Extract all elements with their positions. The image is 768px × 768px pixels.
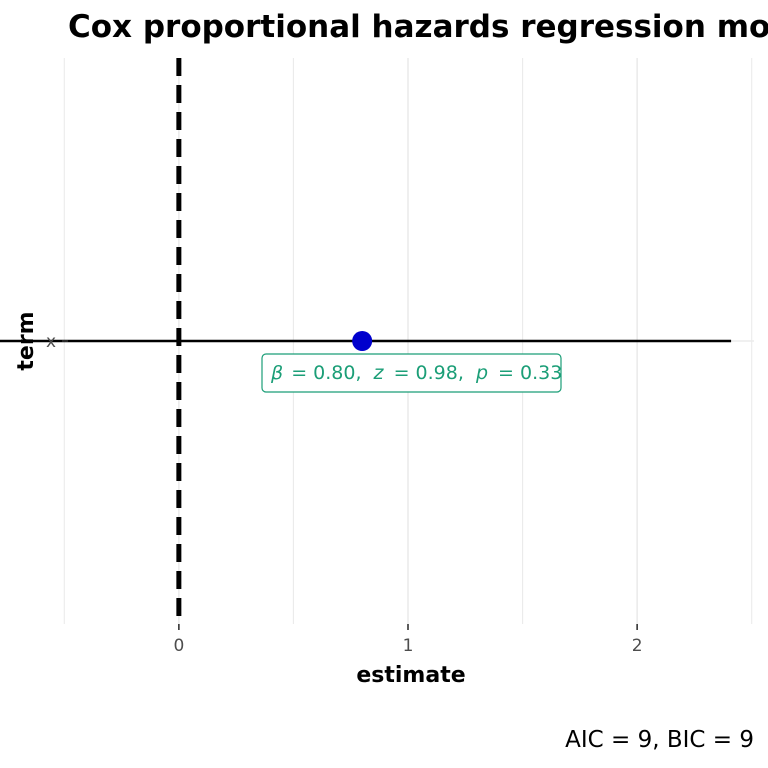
y-axis-ticks: x xyxy=(46,332,68,352)
x-tick-label: 2 xyxy=(632,636,643,656)
y-tick-label: x xyxy=(46,332,56,352)
annotation-label: β = 0.80, z = 0.98, p = 0.33 xyxy=(261,353,562,393)
x-tick-label: 1 xyxy=(403,636,414,656)
x-axis-ticks: 0 1 2 xyxy=(173,624,643,656)
annotation-z-symbol: z xyxy=(373,362,385,384)
y-axis-title: term xyxy=(14,311,39,370)
estimate-point xyxy=(352,331,373,351)
annotation-z-value: = 0.98, xyxy=(394,362,464,384)
x-axis-title: estimate xyxy=(356,663,465,688)
model-fit-caption: AIC = 9, BIC = 9 xyxy=(565,727,754,753)
chart-title: Cox proportional hazards regression mode… xyxy=(68,9,768,45)
annotation-beta-value: = 0.80, xyxy=(291,362,361,384)
annotation-text: β = 0.80, z = 0.98, p = 0.33 xyxy=(270,362,562,384)
annotation-p-value: = 0.33 xyxy=(498,362,562,384)
x-tick-label: 0 xyxy=(173,636,184,656)
data-marks xyxy=(0,331,732,351)
annotation-p-symbol: p xyxy=(475,362,488,384)
annotation-beta-symbol: β xyxy=(270,362,283,384)
annotation-box xyxy=(261,353,562,393)
